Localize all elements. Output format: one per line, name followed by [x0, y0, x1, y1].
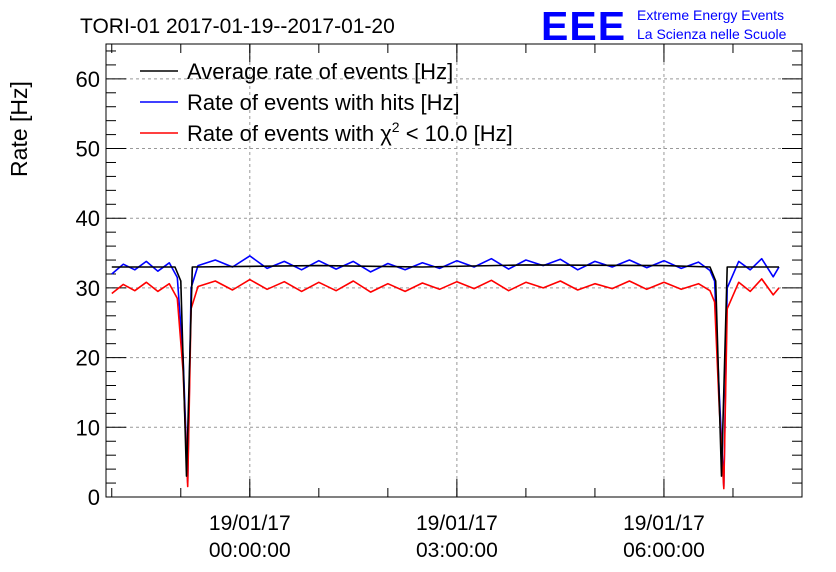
y-tick-label: 30: [76, 276, 100, 301]
y-axis-label: Rate [Hz]: [6, 81, 32, 177]
legend-superscript: 2: [392, 119, 400, 135]
legend-label-rest: < 10.0 [Hz]: [400, 121, 513, 146]
legend-label-text: Rate of events with hits [Hz]: [187, 90, 460, 115]
eee-logo-line1: Extreme Energy Events: [637, 7, 784, 23]
series-lines: [111, 255, 780, 490]
x-tick-label-date: 19/01/17: [416, 512, 498, 535]
chart-title: TORI-01 2017-01-19--2017-01-20: [80, 15, 395, 38]
x-tick-label-time: 06:00:00: [623, 539, 705, 562]
legend-label-2: Rate of events with χ2 < 10.0 [Hz]: [187, 119, 513, 146]
plot-frame: [105, 43, 803, 498]
legend-label-1: Rate of events with hits [Hz]: [187, 90, 460, 115]
legend-label-text: Rate of events with: [187, 121, 380, 146]
legend-label-0: Average rate of events [Hz]: [187, 59, 453, 84]
series-line-0: [111, 264, 779, 477]
y-tick-label: 40: [76, 206, 100, 231]
x-tick-label-date: 19/01/17: [623, 512, 705, 535]
x-tick-label-date: 19/01/17: [209, 512, 291, 535]
y-tick-label: 10: [76, 415, 100, 440]
x-tick-label-time: 00:00:00: [209, 539, 291, 562]
y-tick-label: 50: [76, 137, 100, 162]
y-axis: 0 10 20 30 40 50 60: [76, 50, 802, 510]
eee-logo-line2: La Scienza nelle Scuole: [637, 26, 787, 42]
legend-label-text: Average rate of events [Hz]: [187, 59, 453, 84]
y-tick-label: 60: [76, 67, 100, 92]
grid: [106, 44, 802, 497]
y-tick-label: 20: [76, 346, 100, 371]
y-tick-label: 0: [88, 485, 100, 510]
x-axis: 19/01/17 00:00:00 19/01/17 03:00:00 19/01/17…: [111, 44, 803, 562]
eee-logo-mark: EEE: [541, 3, 626, 49]
x-tick-label-time: 03:00:00: [416, 539, 498, 562]
series-line-2: [111, 278, 780, 490]
legend: Average rate of events [Hz] Rate of event…: [140, 59, 513, 146]
eee-logo: EEE Extreme Energy Events La Scienza nel…: [541, 3, 787, 49]
legend-chi-symbol: χ: [380, 121, 392, 146]
series-line-1: [111, 255, 780, 488]
